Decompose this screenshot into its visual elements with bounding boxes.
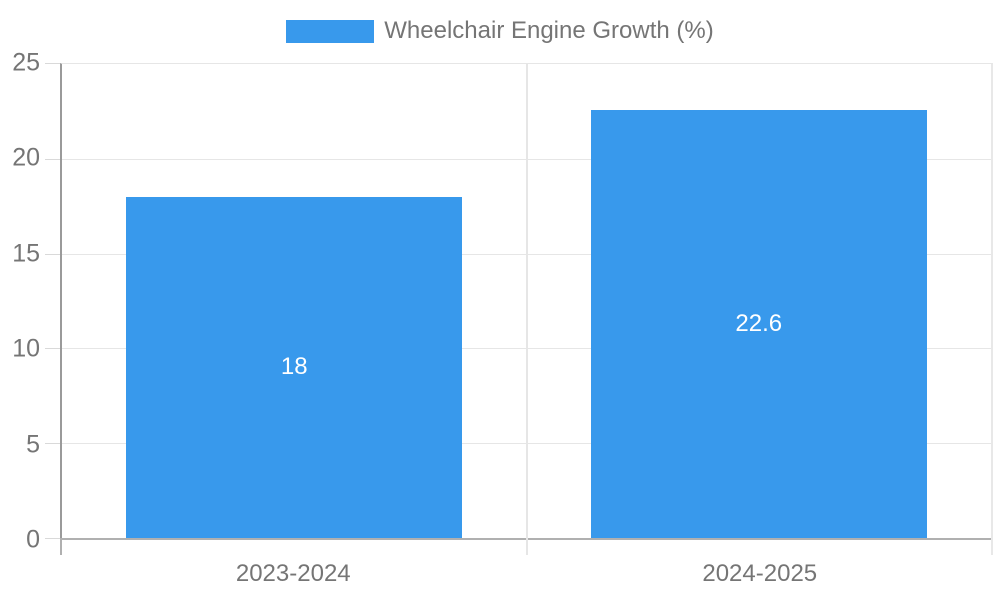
bar-cells: 18 22.6 bbox=[62, 64, 991, 538]
category-divider-gridline bbox=[525, 64, 528, 538]
y-tick-label: 20 bbox=[12, 143, 40, 172]
y-tick-label: 0 bbox=[26, 525, 40, 554]
plot-area: 18 22.6 bbox=[45, 63, 993, 555]
y-tick-label: 5 bbox=[26, 430, 40, 459]
x-axis-labels: 2023-2024 2024-2025 bbox=[60, 560, 993, 588]
y-tick-label: 25 bbox=[12, 48, 40, 77]
legend-swatch bbox=[286, 19, 375, 43]
x-category-label: 2024-2025 bbox=[702, 560, 818, 587]
y-axis-tick bbox=[45, 443, 60, 445]
category-cell: 22.6 bbox=[527, 64, 992, 538]
x-axis-tick bbox=[991, 538, 993, 555]
y-axis-tick bbox=[45, 253, 60, 255]
bar-2024-2025: 22.6 bbox=[590, 109, 927, 538]
x-axis-tick bbox=[60, 538, 62, 555]
y-axis-tick bbox=[45, 158, 60, 160]
legend-label: Wheelchair Engine Growth (%) bbox=[384, 17, 714, 44]
legend: Wheelchair Engine Growth (%) bbox=[0, 17, 1000, 45]
bar-2023-2024: 18 bbox=[126, 196, 463, 538]
x-category-label: 2023-2024 bbox=[235, 560, 351, 587]
x-axis-tick bbox=[525, 538, 528, 555]
y-tick-label: 10 bbox=[12, 334, 40, 363]
category-cell: 18 bbox=[62, 64, 527, 538]
y-axis-tick bbox=[45, 348, 60, 350]
y-axis-labels: 25 20 15 10 5 0 bbox=[0, 50, 40, 552]
y-axis-tick bbox=[45, 538, 60, 539]
y-tick-label: 15 bbox=[12, 239, 40, 268]
bar-value-label: 18 bbox=[280, 353, 308, 381]
y-axis-tick bbox=[45, 63, 60, 64]
bar-value-label: 22.6 bbox=[735, 309, 783, 337]
